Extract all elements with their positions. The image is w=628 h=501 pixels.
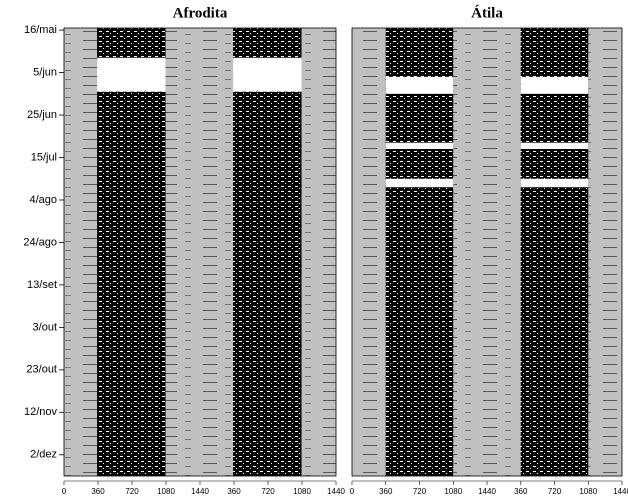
missing-data (520, 178, 589, 188)
x-tick-label: 0 (62, 487, 67, 496)
x-tick-label: 1440 (327, 487, 345, 496)
y-tick-label: 4/ago (29, 194, 57, 206)
x-tick-label: 1440 (478, 487, 496, 496)
x-tick-label: 1080 (293, 487, 311, 496)
x-tick-label: 360 (227, 487, 241, 496)
y-tick-label: 2/dez (30, 449, 57, 461)
activity-block (385, 28, 454, 476)
y-tick-label: 24/ago (23, 236, 57, 248)
x-tick-label: 360 (91, 487, 105, 496)
plot-frame (63, 27, 337, 477)
y-tick-label: 16/mai (24, 24, 57, 36)
x-tick-label: 720 (261, 487, 275, 496)
y-tick-label: 15/jul (31, 151, 57, 163)
x-tick-label: 1080 (444, 487, 462, 496)
activity-block (233, 28, 302, 476)
panel-title: Átila (471, 4, 503, 21)
x-tick-label: 720 (548, 487, 562, 496)
missing-data (97, 57, 166, 92)
missing-data (385, 178, 454, 188)
panel-title: Afrodita (173, 5, 228, 21)
missing-data (233, 57, 302, 92)
x-tick-label: 360 (379, 487, 393, 496)
activity-block (520, 28, 589, 476)
missing-data (385, 142, 454, 150)
x-tick-label: 720 (413, 487, 427, 496)
y-tick-label: 25/jun (27, 109, 57, 121)
y-tick-label: 12/nov (24, 406, 58, 418)
x-tick-label: 1080 (157, 487, 175, 496)
missing-data (520, 142, 589, 150)
x-tick-label: 360 (514, 487, 528, 496)
x-tick-label: 1080 (579, 487, 597, 496)
missing-data (385, 76, 454, 94)
y-tick-label: 3/out (33, 321, 57, 333)
missing-data (520, 76, 589, 94)
x-tick-label: 720 (125, 487, 139, 496)
y-tick-label: 23/out (26, 364, 57, 376)
activity-block (97, 28, 166, 476)
x-tick-label: 1440 (613, 487, 628, 496)
y-tick-label: 13/set (27, 279, 57, 291)
x-tick-label: 0 (350, 487, 355, 496)
x-tick-label: 1440 (191, 487, 209, 496)
plot-frame (351, 27, 623, 477)
y-tick-label: 5/jun (33, 66, 57, 78)
